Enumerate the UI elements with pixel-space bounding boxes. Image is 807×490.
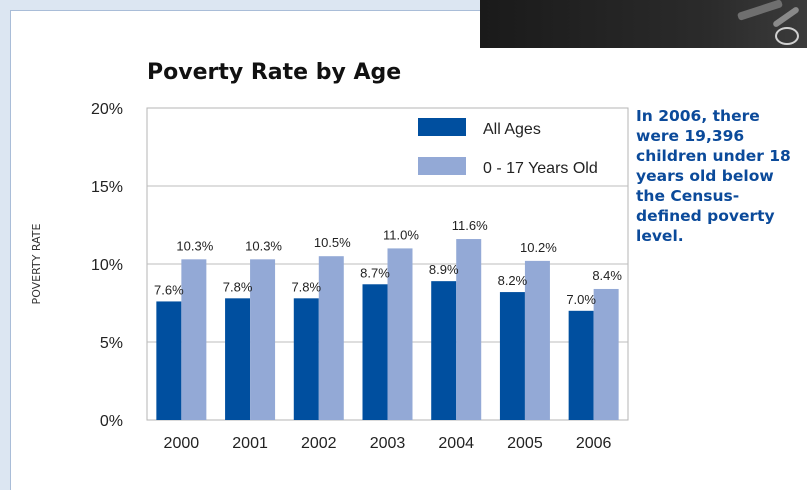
x-tick-label: 2005 (507, 435, 543, 452)
data-label-all-ages: 7.0% (566, 292, 596, 307)
bar-all-ages (156, 301, 182, 420)
legend-swatch-all-ages (418, 118, 466, 136)
y-axis-label: POVERTY RATE (30, 224, 43, 305)
x-tick-label: 2004 (438, 435, 474, 452)
bar-0-17-years (593, 288, 619, 420)
data-label-0-17-years: 10.3% (176, 238, 213, 253)
y-tick-label: 20% (91, 101, 123, 118)
x-tick-label: 2002 (301, 435, 337, 452)
bar-all-ages (225, 298, 251, 420)
bar-0-17-years (456, 239, 482, 420)
chart-title: Poverty Rate by Age (147, 60, 402, 85)
legend-swatch-0-17-years (418, 157, 466, 175)
bar-0-17-years (524, 260, 550, 420)
bar-all-ages (499, 292, 525, 420)
data-label-all-ages: 8.9% (429, 262, 459, 277)
bar-all-ages (293, 298, 319, 420)
data-label-0-17-years: 11.0% (383, 227, 419, 242)
logo-icon (775, 27, 799, 45)
bar-all-ages (362, 284, 388, 420)
data-label-all-ages: 7.6% (154, 282, 184, 297)
data-label-0-17-years: 11.6% (452, 218, 488, 233)
legend-label-all-ages: All Ages (483, 121, 541, 138)
x-tick-label: 2001 (232, 435, 268, 452)
y-tick-label: 15% (91, 179, 123, 196)
x-tick-label: 2000 (164, 435, 200, 452)
data-label-0-17-years: 8.4% (592, 268, 622, 283)
data-label-all-ages: 7.8% (291, 279, 321, 294)
y-tick-label: 0% (100, 413, 123, 430)
bar-all-ages (431, 281, 457, 420)
x-tick-label: 2006 (576, 435, 612, 452)
bar-0-17-years (387, 248, 413, 420)
data-label-0-17-years: 10.2% (520, 240, 557, 255)
bar-0-17-years (181, 259, 207, 420)
data-label-0-17-years: 10.3% (245, 238, 282, 253)
callout-note: In 2006, there were 19,396 children unde… (636, 107, 791, 245)
data-label-all-ages: 7.8% (223, 279, 253, 294)
y-tick-label: 5% (100, 335, 123, 352)
y-tick-label: 10% (91, 257, 123, 274)
legend-label-0-17-years: 0 - 17 Years Old (483, 160, 598, 177)
bar-all-ages (568, 310, 594, 420)
x-tick-label: 2003 (370, 435, 406, 452)
bar-0-17-years (250, 259, 276, 420)
header-photo (480, 0, 807, 48)
data-label-all-ages: 8.2% (498, 273, 528, 288)
bar-0-17-years (318, 256, 344, 420)
data-label-all-ages: 8.7% (360, 265, 390, 280)
data-label-0-17-years: 10.5% (314, 235, 351, 250)
